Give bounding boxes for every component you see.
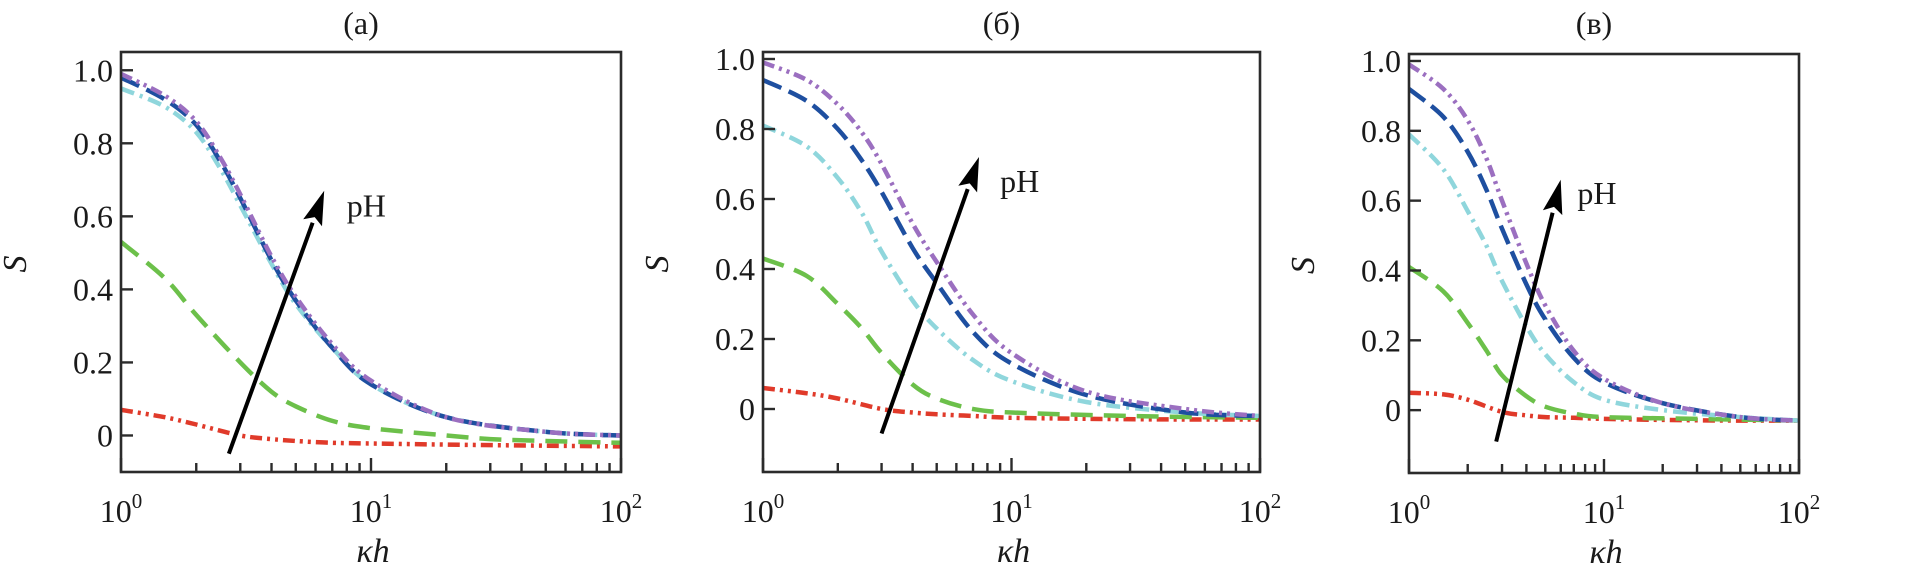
ph-annotation: pH [1000,163,1039,199]
ph-arrow-shaft [226,222,315,455]
y-tick-label: 0.8 [73,125,113,161]
y-tick-label: 1.0 [1361,43,1401,79]
curves [121,71,621,449]
y-tick-label: 0.6 [73,198,113,234]
x-axis-title: κh [356,533,389,570]
ph-arrow-head-icon [958,157,979,193]
y-tick-label: 0.6 [715,181,755,217]
x-tick-label: 101 [990,489,1033,529]
panel-title: (в) [1576,5,1612,41]
series-line-pH-4 [763,77,1260,419]
y-tick-label: 0.2 [715,321,755,357]
y-tick-label: 0.6 [1361,183,1401,219]
curves [1409,62,1799,423]
panel-title: (б) [983,5,1021,41]
axes-frame [119,50,623,474]
panel-title: (a) [343,5,379,41]
axes-frame [761,50,1262,474]
y-tick-label: 0.8 [1361,113,1401,149]
ph-annotation: pH [347,187,386,223]
x-tick-label: 102 [1778,490,1821,530]
y-tick-label: 0.2 [73,344,113,380]
series-line-pH-5 [1409,62,1799,423]
y-tick-label: 0.2 [1361,322,1401,358]
ph-arrow-shaft [879,188,970,435]
x-axis-title: κh [997,533,1030,570]
series-line-pH-5 [121,71,621,438]
ph-arrow-shaft [1494,212,1555,443]
x-tick-label: 101 [350,489,393,529]
y-tick-label: 0.8 [715,111,755,147]
ph-arrow-head-icon [1542,179,1563,216]
series-line-pH-1 [121,407,621,449]
series-line-pH-2 [121,240,621,446]
x-tick-label: 102 [1239,489,1282,529]
panel-c: 0 0.2 0.4 0.6 0.8 1.0 100 101 102 κh S (в) pH [1285,5,1820,571]
y-tick-label: 0 [97,417,113,453]
series-line-pH-3 [121,86,621,438]
series-line-pH-3 [763,123,1260,419]
x-tick-label: 100 [100,489,143,529]
x-axis-title: κh [1589,534,1622,571]
x-tick-label: 100 [742,489,785,529]
series-line-pH-2 [763,256,1260,421]
ph-annotation: pH [1577,175,1616,211]
panel-a: 0 0.2 0.4 0.6 0.8 1.0 100 101 102 κh S (a) pH [0,5,642,570]
y-axis-title: S [1285,257,1322,274]
ph-arrow-head-icon [303,190,325,227]
y-tick-label: 0.4 [1361,252,1401,288]
series-line-pH-2 [1409,265,1799,423]
y-axis-title: S [639,256,676,273]
y-tick-label: 0 [1385,392,1401,428]
series-line-pH-1 [763,385,1260,422]
y-tick-label: 0 [739,391,755,427]
axes-frame [1407,52,1801,475]
series-line-pH-5 [763,60,1260,419]
series-line-pH-3 [1409,132,1799,423]
x-tick-label: 102 [600,489,643,529]
curves [763,60,1260,422]
y-tick-label: 0.4 [715,251,755,287]
panel-b: 0 0.2 0.4 0.6 0.8 1.0 100 101 102 κh S (б) pH [639,5,1281,570]
series-line-pH-4 [1409,87,1799,423]
y-tick-label: 0.4 [73,271,113,307]
y-axis-title: S [0,256,34,273]
y-tick-label: 1.0 [715,41,755,77]
y-tick-label: 1.0 [73,52,113,88]
x-tick-label: 101 [1583,490,1626,530]
x-tick-label: 100 [1388,490,1431,530]
